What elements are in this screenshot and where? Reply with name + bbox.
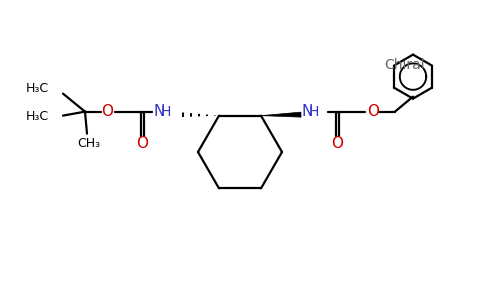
Text: N: N [302,104,313,119]
Text: O: O [367,104,379,119]
Text: H₃C: H₃C [26,110,49,123]
Text: H: H [309,105,319,118]
Text: H₃C: H₃C [26,82,49,95]
Text: O: O [136,136,149,151]
Polygon shape [261,112,301,117]
Text: Chiral: Chiral [385,58,425,72]
Text: H: H [161,105,171,118]
Text: O: O [332,136,344,151]
Text: CH₃: CH₃ [77,137,101,150]
Text: O: O [101,104,113,119]
Text: N: N [153,104,165,119]
